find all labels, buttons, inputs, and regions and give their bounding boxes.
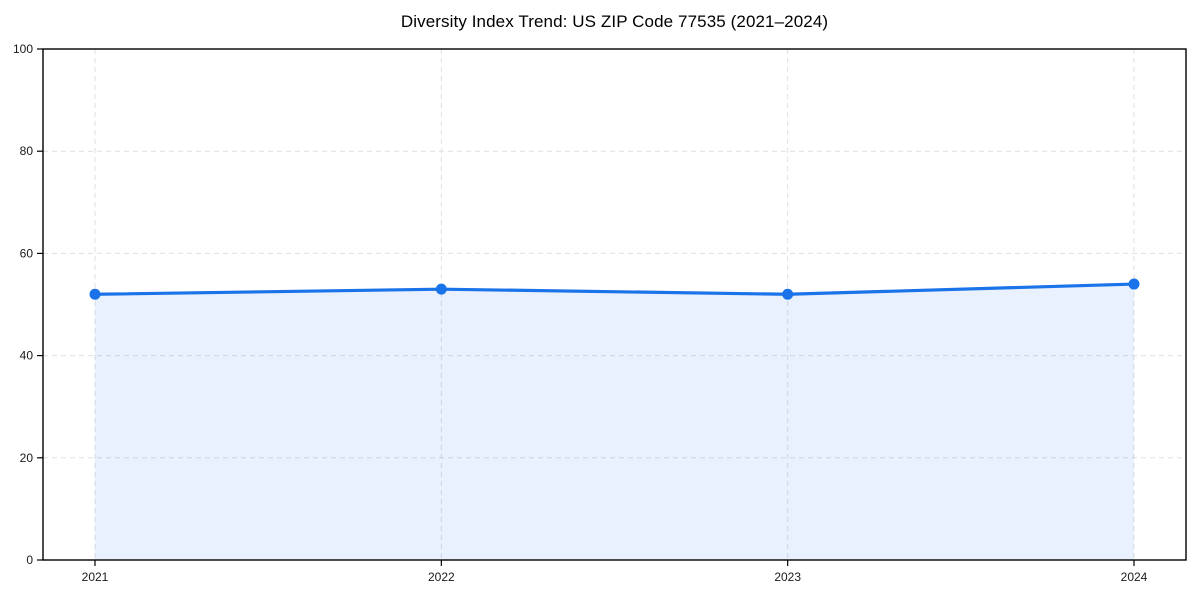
data-point-2024 (1128, 278, 1140, 290)
y-tick-label: 100 (13, 42, 33, 56)
x-tick-label: 2024 (1121, 570, 1148, 584)
data-point-2022 (435, 283, 447, 295)
y-tick-label: 80 (20, 144, 34, 158)
y-tick-label: 60 (20, 246, 34, 260)
x-tick-label: 2023 (774, 570, 801, 584)
x-tick-label: 2022 (428, 570, 455, 584)
data-point-2021 (89, 288, 101, 300)
chart-title: Diversity Index Trend: US ZIP Code 77535… (400, 12, 829, 31)
y-tick-label: 20 (20, 451, 34, 465)
y-tick-label: 40 (20, 349, 34, 363)
x-tick-label: 2021 (82, 570, 109, 584)
data-point-2023 (782, 288, 794, 300)
y-tick-label: 0 (26, 553, 33, 567)
area-fill (95, 284, 1134, 560)
plot-frame (42, 48, 1187, 561)
trend-line (93, 282, 1136, 296)
